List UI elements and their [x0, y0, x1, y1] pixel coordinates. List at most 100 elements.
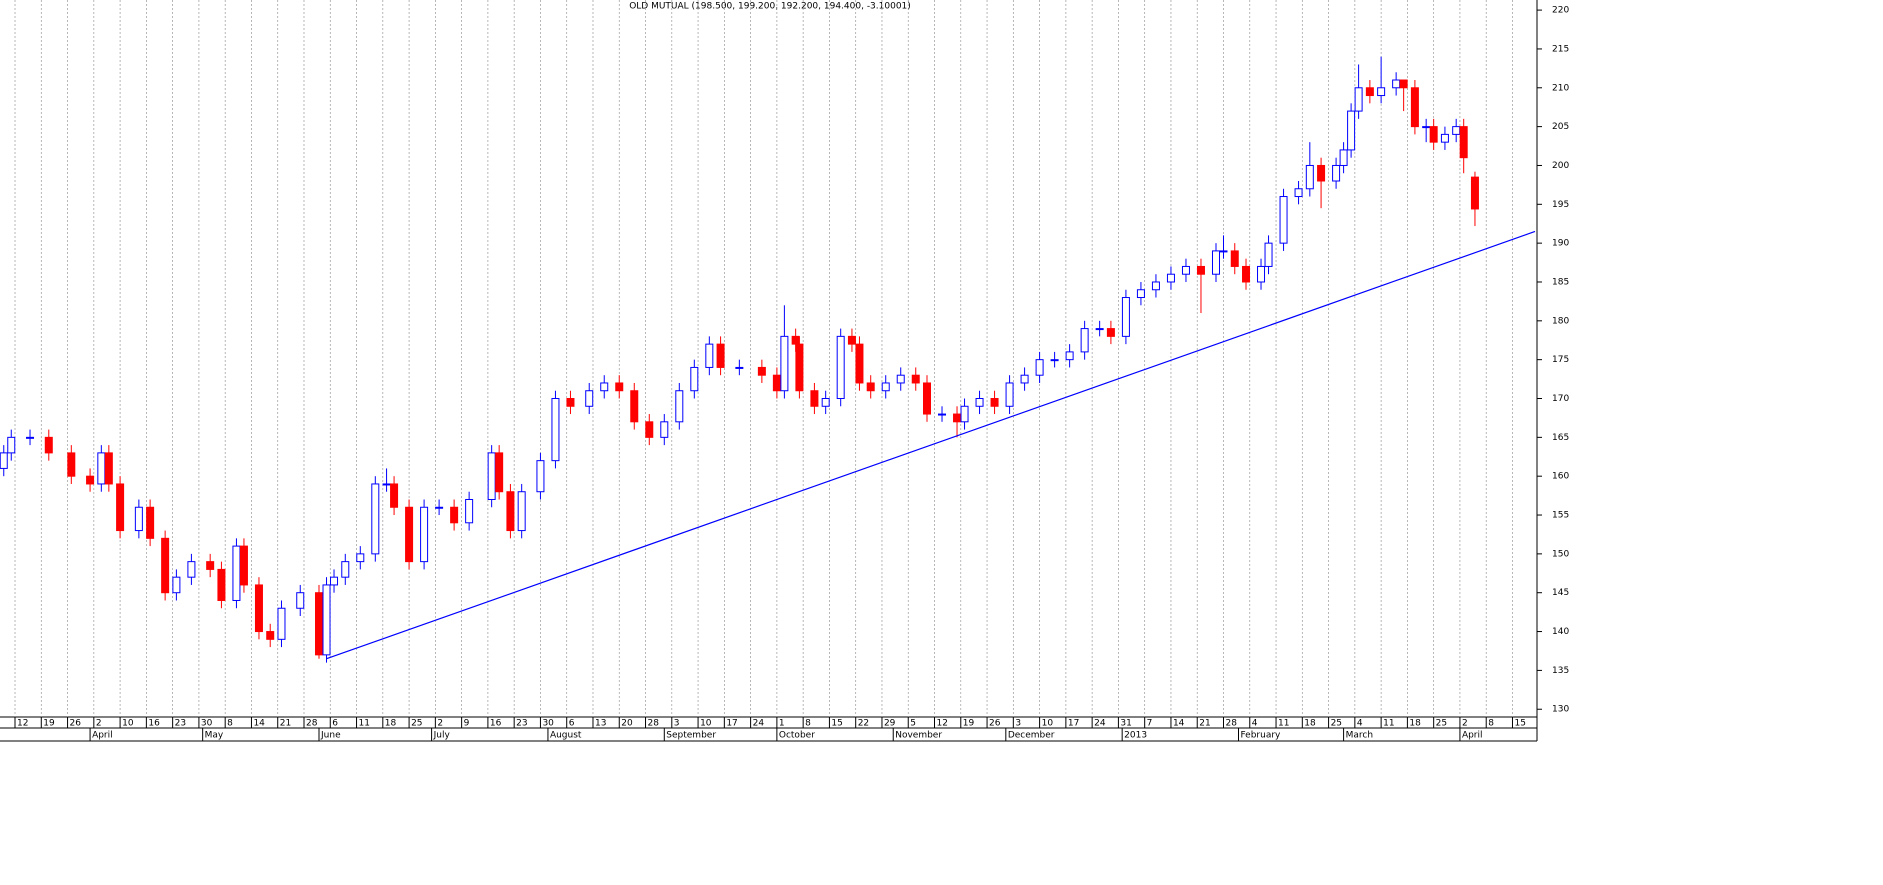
- candle-body: [615, 382, 624, 392]
- candle-body: [239, 545, 248, 586]
- x-tick-label: 28: [1225, 719, 1237, 729]
- x-tick-label: 15: [831, 719, 842, 729]
- candle-body: [405, 506, 414, 563]
- month-label: August: [550, 731, 582, 741]
- candle-body: [780, 335, 789, 392]
- x-tick-label: 17: [726, 719, 737, 729]
- month-label: September: [666, 731, 716, 741]
- y-tick-label: 135: [1552, 666, 1569, 676]
- x-tick-label: 2: [96, 719, 102, 729]
- candle-body: [254, 584, 263, 633]
- candle-body: [172, 576, 181, 594]
- candle-body: [847, 335, 856, 345]
- candle-body: [645, 421, 654, 438]
- y-tick-label: 155: [1552, 511, 1569, 521]
- candle-body: [487, 452, 496, 500]
- x-tick-label: 6: [569, 719, 575, 729]
- candle-body: [146, 506, 155, 539]
- candle-body: [1354, 87, 1363, 112]
- month-label: March: [1346, 731, 1373, 741]
- candle-body: [1410, 87, 1419, 128]
- y-tick-label: 185: [1552, 277, 1569, 287]
- candle-body: [26, 436, 35, 439]
- candle-body: [435, 506, 444, 509]
- candle-body: [690, 366, 699, 392]
- x-tick-label: 3: [674, 719, 680, 729]
- x-tick-label: 9: [464, 719, 470, 729]
- candle-body: [1211, 250, 1220, 275]
- candle-body: [1242, 265, 1251, 283]
- candle-body: [44, 436, 53, 454]
- x-tick-label: 13: [595, 719, 606, 729]
- month-label: December: [1008, 731, 1055, 741]
- candle-body: [266, 631, 275, 640]
- candle-body: [1151, 281, 1160, 291]
- x-tick-label: 8: [1488, 719, 1494, 729]
- y-tick-label: 150: [1552, 549, 1569, 559]
- candle-body: [866, 382, 875, 392]
- candle-body: [1095, 328, 1104, 331]
- candle-body: [896, 374, 905, 384]
- x-tick-label: 11: [1383, 719, 1394, 729]
- x-tick-label: 17: [1068, 719, 1079, 729]
- x-tick-label: 21: [280, 719, 291, 729]
- x-tick-label: 20: [621, 719, 633, 729]
- candle-body: [0, 452, 8, 469]
- x-tick-label: 11: [359, 719, 370, 729]
- candle-body: [1050, 359, 1059, 362]
- x-tick-label: 25: [1436, 719, 1447, 729]
- candle-body: [296, 592, 305, 609]
- month-label: April: [1462, 731, 1483, 741]
- candle-body: [465, 498, 474, 524]
- x-tick-label: 26: [989, 719, 1001, 729]
- x-tick-label: 2: [1462, 719, 1468, 729]
- x-tick-label: 8: [227, 719, 233, 729]
- y-tick-label: 200: [1552, 161, 1569, 171]
- candle-body: [1219, 250, 1228, 253]
- y-tick-label: 190: [1552, 239, 1569, 249]
- candle-body: [585, 390, 594, 407]
- candle-body: [795, 343, 804, 392]
- candle-body: [821, 398, 830, 407]
- candle-body: [134, 506, 143, 532]
- candle-body: [232, 545, 241, 601]
- x-tick-label: 7: [1147, 719, 1153, 729]
- candle-body: [330, 576, 339, 586]
- x-tick-label: 23: [516, 719, 527, 729]
- candle-body: [1317, 164, 1326, 182]
- x-tick-label: 15: [1514, 719, 1525, 729]
- candle-body: [630, 390, 639, 423]
- x-tick-label: 18: [1409, 719, 1421, 729]
- x-tick-label: 2: [437, 719, 443, 729]
- y-tick-label: 210: [1552, 83, 1569, 93]
- candle-body: [217, 568, 226, 601]
- candle-body: [716, 343, 725, 368]
- candle-body: [1459, 126, 1468, 159]
- x-tick-label: 11: [1278, 719, 1289, 729]
- candle-body: [600, 382, 609, 392]
- candle-body: [975, 398, 984, 407]
- candle-body: [97, 452, 106, 485]
- month-label: October: [779, 731, 815, 741]
- candle-body: [1452, 126, 1461, 135]
- candle-body: [660, 421, 669, 438]
- candle-body: [953, 413, 962, 423]
- x-tick-label: 24: [1094, 719, 1106, 729]
- x-tick-label: 4: [1357, 719, 1363, 729]
- x-tick-label: 28: [648, 719, 660, 729]
- candle-body: [960, 405, 969, 423]
- candle-body: [1106, 328, 1115, 337]
- candle-body: [1005, 382, 1014, 407]
- candle-body: [1035, 359, 1044, 376]
- y-tick-label: 215: [1552, 44, 1569, 54]
- x-tick-label: 19: [963, 719, 975, 729]
- candle-body: [277, 607, 286, 640]
- candle-body: [104, 452, 113, 485]
- month-label: July: [433, 731, 451, 741]
- month-label: May: [205, 731, 224, 741]
- candle-body: [990, 398, 999, 407]
- x-tick-label: 30: [201, 719, 213, 729]
- trendline: [326, 230, 1536, 660]
